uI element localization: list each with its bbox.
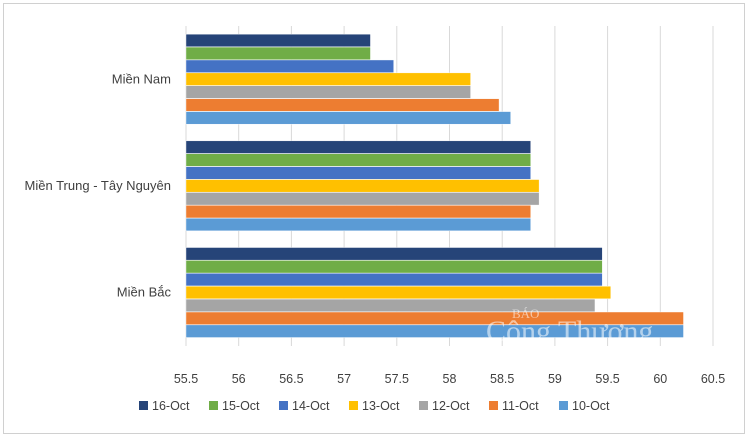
- x-tick-label: 60: [653, 372, 667, 386]
- bars: [185, 33, 684, 338]
- legend-swatch: [139, 401, 148, 410]
- legend-label: 16-Oct: [152, 399, 190, 413]
- legend-swatch: [489, 401, 498, 410]
- legend-label: 10-Oct: [572, 399, 610, 413]
- x-tick-label: 58: [443, 372, 457, 386]
- x-tick-label: 57: [337, 372, 351, 386]
- bar-12-oct: [185, 192, 540, 206]
- x-tick-label: 59: [548, 372, 562, 386]
- category-label: Miền Nam: [112, 71, 171, 86]
- bar-13-oct: [185, 179, 540, 193]
- bar-11-oct: [185, 311, 684, 325]
- legend-swatch: [559, 401, 568, 410]
- bar-15-oct: [185, 46, 371, 60]
- bar-14-oct: [185, 166, 531, 180]
- x-tick-label: 56.5: [279, 372, 303, 386]
- bar-13-oct: [185, 286, 611, 300]
- legend-label: 11-Oct: [502, 399, 539, 413]
- bar-11-oct: [185, 98, 500, 112]
- bar-10-oct: [185, 111, 511, 125]
- x-tick-label: 57.5: [385, 372, 409, 386]
- category-label: Miền Bắc: [117, 285, 172, 300]
- category-label: Miền Trung - Tây Nguyên: [25, 178, 171, 193]
- x-tick-label: 55.5: [174, 372, 198, 386]
- x-tick-labels: 55.5 56 56.5 57 57.5 58 58.5 59 59.5 60 60.5: [174, 372, 725, 386]
- bar-15-oct: [185, 260, 603, 274]
- bar-12-oct: [185, 298, 596, 312]
- category-labels: Miền Nam Miền Trung - Tây Nguyên Miền Bắc: [25, 71, 172, 299]
- watermark-large: Công Thương: [486, 315, 653, 348]
- legend-label: 13-Oct: [362, 399, 400, 413]
- bar-10-oct: [185, 324, 684, 338]
- legend-swatch: [209, 401, 218, 410]
- x-tick-label: 58.5: [490, 372, 514, 386]
- bar-16-oct: [185, 33, 371, 47]
- bar-13-oct: [185, 72, 471, 86]
- watermark: BÁO Công Thương: [486, 306, 653, 348]
- legend-label: 14-Oct: [292, 399, 330, 413]
- bar-11-oct: [185, 205, 531, 219]
- legend-label: 15-Oct: [222, 399, 260, 413]
- legend-swatch: [279, 401, 288, 410]
- legend-swatch: [349, 401, 358, 410]
- legend-label: 12-Oct: [432, 399, 470, 413]
- bar-14-oct: [185, 273, 603, 287]
- legend: 16-Oct 15-Oct 14-Oct 13-Oct 12-Oct 11-Oct 10-O…: [139, 399, 610, 413]
- bar-14-oct: [185, 59, 394, 73]
- x-tick-label: 59.5: [595, 372, 619, 386]
- bar-15-oct: [185, 153, 531, 167]
- bar-10-oct: [185, 218, 531, 232]
- bar-12-oct: [185, 85, 471, 99]
- legend-swatch: [419, 401, 428, 410]
- x-tick-label: 56: [232, 372, 246, 386]
- watermark-small: BÁO: [512, 306, 539, 321]
- x-tick-label: 60.5: [701, 372, 725, 386]
- bar-16-oct: [185, 247, 603, 261]
- bar-16-oct: [185, 140, 531, 154]
